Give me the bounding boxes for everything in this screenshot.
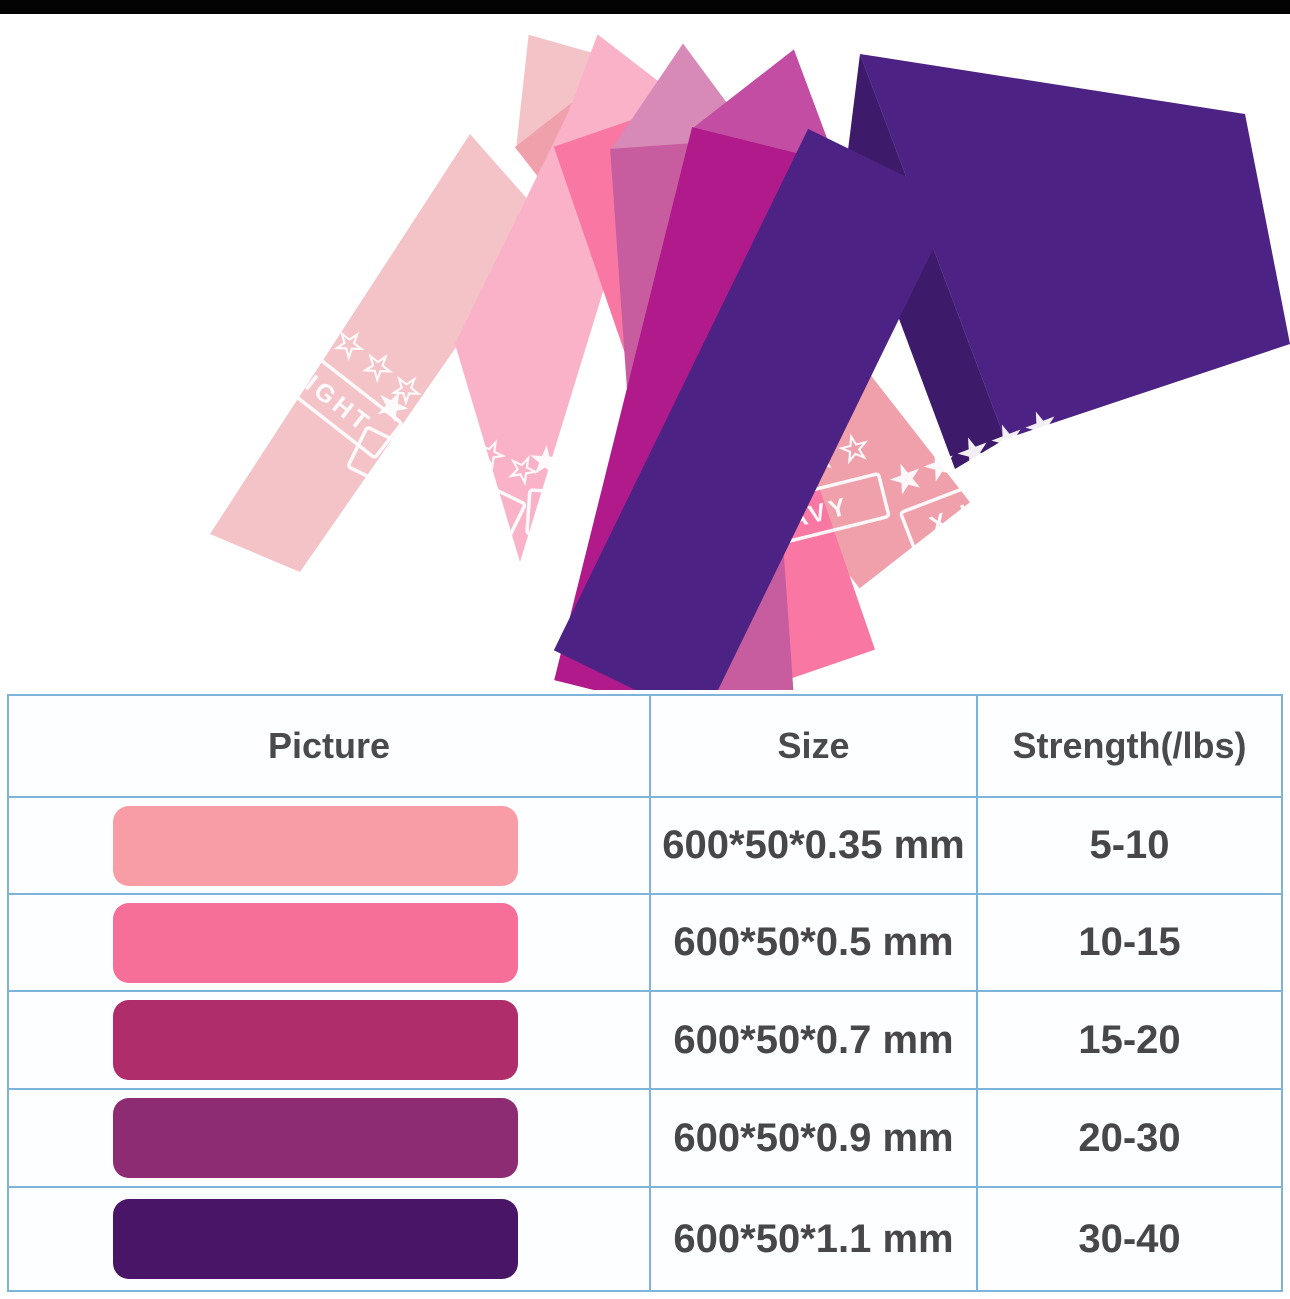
band-swatch-medium (113, 1000, 518, 1080)
band-swatch-light (113, 902, 518, 983)
spec-table-header-size: Size (649, 696, 976, 796)
table-row-3-strength: 15-20 (976, 990, 1281, 1088)
table-row-2-size: 600*50*0.5 mm (649, 893, 976, 990)
band-swatch-x-heavy (113, 1199, 518, 1279)
spec-table-header-strength: Strength(/lbs) (976, 696, 1281, 796)
table-row-5-size: 600*50*1.1 mm (649, 1186, 976, 1290)
top-black-bar (0, 0, 1290, 14)
table-row-4-strength: 20-30 (976, 1088, 1281, 1186)
table-row-1-strength: 5-10 (976, 796, 1281, 893)
table-row-2-strength: 10-15 (976, 893, 1281, 990)
spec-table-header-picture: Picture (267, 725, 391, 766)
table-row-4-picture-cell (9, 1088, 649, 1186)
band-swatch-x-light (113, 805, 518, 886)
band-x-light-back-layer (210, 134, 545, 572)
table-row-5-strength: 30-40 (976, 1186, 1281, 1290)
band-x-heavy: ★★★★★ X-HEAVY (553, 54, 1290, 690)
table-row-3-picture-cell (9, 990, 649, 1088)
resistance-bands-photo: ★☆☆☆☆ X-LIGHT ★★☆☆☆ LIGHT (210, 34, 1290, 690)
table-row-4-size: 600*50*0.9 mm (649, 1088, 976, 1186)
table-row-1-picture-cell (9, 796, 649, 893)
spec-table: Picture Size Strength(/lbs) 600*50*0.35 … (7, 694, 1283, 1292)
band-swatch-heavy (113, 1098, 518, 1178)
table-row-2-picture-cell (9, 893, 649, 990)
table-row-3-size: 600*50*0.7 mm (649, 990, 976, 1088)
table-row-1-size: 600*50*0.35 mm (649, 796, 976, 893)
table-row-5-picture-cell (9, 1186, 649, 1290)
band-x-heavy-top-flap (860, 54, 1290, 439)
